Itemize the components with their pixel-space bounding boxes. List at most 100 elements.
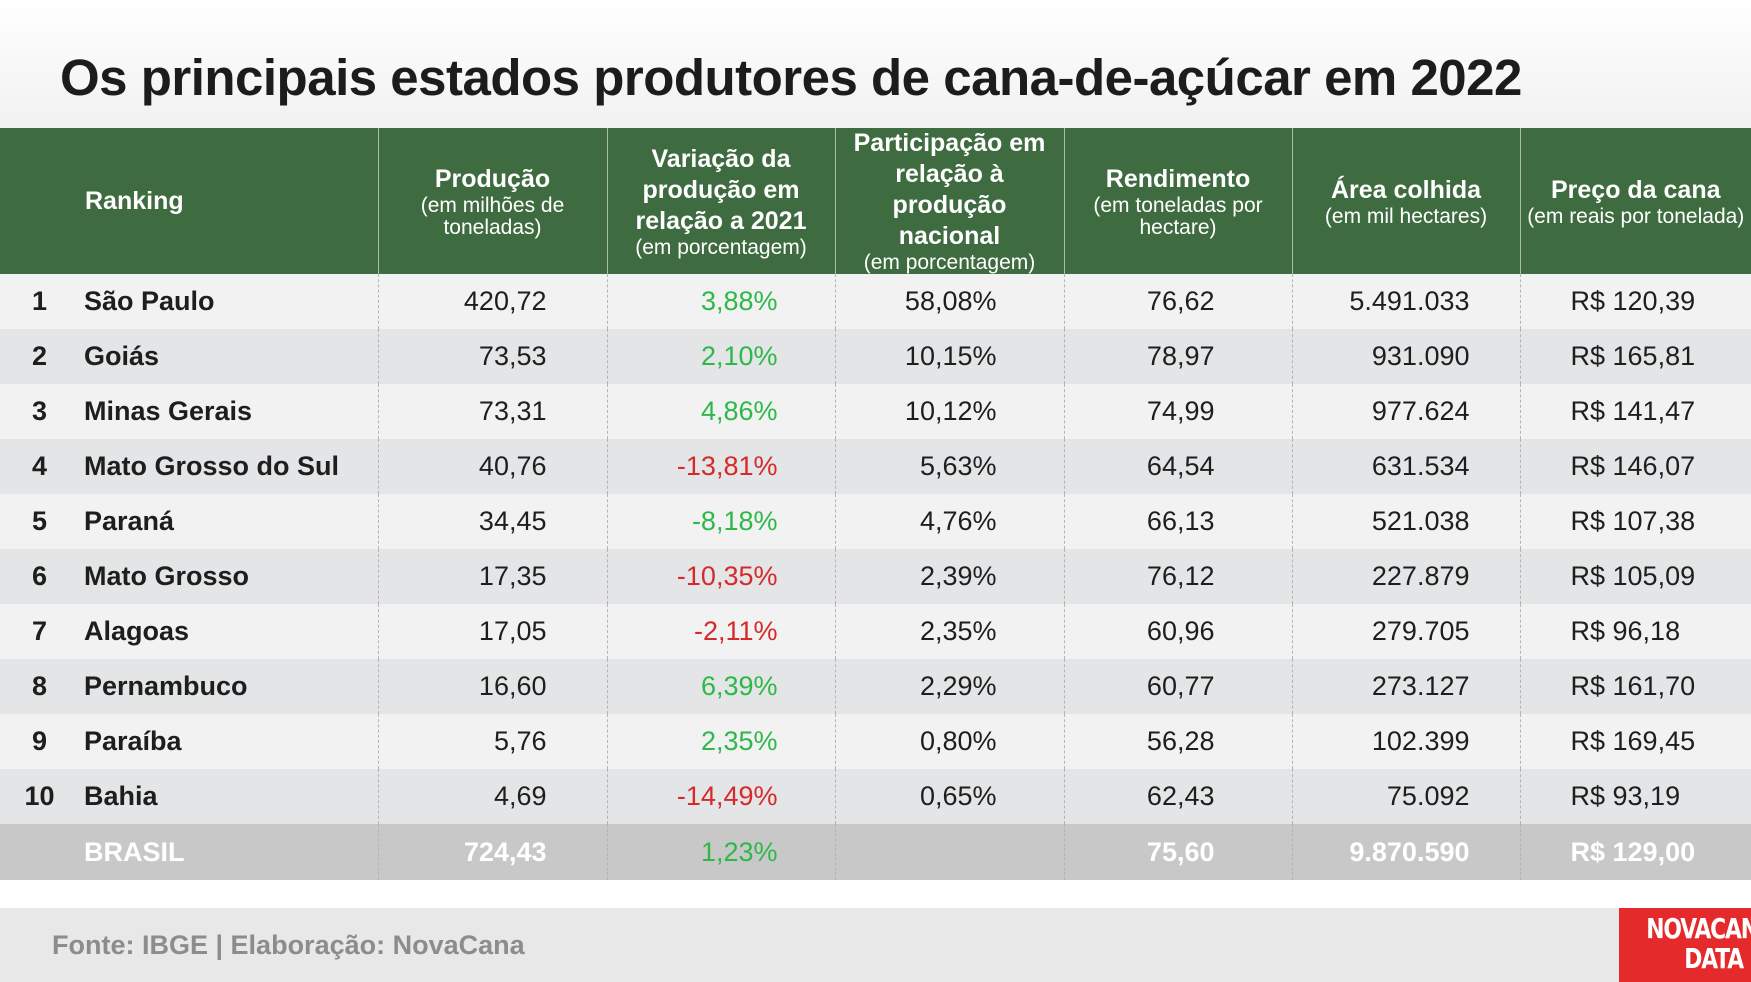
rank-cell: 8	[31, 671, 48, 701]
production-cell: 16,60	[377, 659, 607, 714]
variation-cell: 6,39%	[606, 659, 835, 714]
variation-cell: -13,81%	[606, 439, 835, 494]
header-share-sub: (em porcentagem)	[863, 251, 1036, 274]
total-yield-cell: 75,60	[1063, 824, 1292, 880]
share-cell: 2,29%	[834, 659, 1064, 714]
total-row: BRASIL 724,43 1,23% 75,60 9.870.590 R$ 129,00	[0, 824, 1751, 880]
rank-cell: 7	[31, 616, 48, 646]
rank-cell: 4	[31, 451, 48, 481]
table-row: 3 Minas Gerais 73,31 4,86% 10,12% 74,99 977.62…	[0, 384, 1751, 439]
rank-cell: 9	[31, 726, 48, 756]
state-cell: São Paulo	[84, 286, 215, 316]
novacana-logo: NOVACANA DATA	[1619, 908, 1751, 982]
yield-cell: 66,13	[1063, 494, 1292, 549]
header-yield: Rendimento (em toneladas por hectare)	[1063, 128, 1292, 274]
price-cell: R$ 169,45	[1519, 714, 1751, 769]
price-cell: R$ 107,38	[1519, 494, 1751, 549]
header-variation: Variação da produção em relação a 2021 (e…	[606, 128, 835, 274]
state-cell: Goiás	[84, 341, 160, 371]
variation-cell: -10,35%	[606, 549, 835, 604]
share-cell: 10,15%	[834, 329, 1064, 384]
header-ranking: Ranking	[85, 186, 184, 215]
production-cell: 420,72	[377, 274, 607, 329]
price-cell: R$ 165,81	[1519, 329, 1751, 384]
area-cell: 102.399	[1291, 714, 1520, 769]
source-text: Fonte: IBGE | Elaboração: NovaCana	[52, 930, 525, 960]
page-title: Os principais estados produtores de cana…	[60, 49, 1522, 106]
state-cell: Paraná	[84, 506, 175, 536]
production-cell: 17,05	[377, 604, 607, 659]
yield-cell: 74,99	[1063, 384, 1292, 439]
production-cell: 34,45	[377, 494, 607, 549]
yield-cell: 78,97	[1063, 329, 1292, 384]
share-cell: 5,63%	[834, 439, 1064, 494]
table-row: 6 Mato Grosso 17,35 -10,35% 2,39% 76,12 227.87…	[0, 549, 1751, 604]
share-cell: 0,80%	[834, 714, 1064, 769]
total-production-cell: 724,43	[377, 824, 607, 880]
production-cell: 4,69	[377, 769, 607, 824]
total-share-cell	[834, 824, 1064, 880]
footer: Fonte: IBGE | Elaboração: NovaCana	[0, 908, 1751, 982]
table-row: 4 Mato Grosso do Sul 40,76 -13,81% 5,63% 64,5…	[0, 439, 1751, 494]
total-rank-cell	[0, 824, 71, 880]
header-variation-sub: (em porcentagem)	[635, 235, 807, 259]
state-cell: Bahia	[84, 781, 158, 811]
total-area-cell: 9.870.590	[1291, 824, 1520, 880]
header-share: Participação em relação à produção nacio…	[834, 128, 1064, 274]
data-table: Ranking Produção (em milhões de toneladas…	[0, 128, 1751, 880]
state-cell: Mato Grosso do Sul	[84, 451, 340, 481]
yield-cell: 76,12	[1063, 549, 1292, 604]
variation-cell: 3,88%	[606, 274, 835, 329]
area-cell: 227.879	[1291, 549, 1520, 604]
variation-cell: -8,18%	[606, 494, 835, 549]
area-cell: 977.624	[1291, 384, 1520, 439]
production-cell: 40,76	[377, 439, 607, 494]
price-cell: R$ 96,18	[1519, 604, 1751, 659]
share-cell: 0,65%	[834, 769, 1064, 824]
share-cell: 10,12%	[834, 384, 1064, 439]
state-cell: Mato Grosso	[84, 561, 250, 591]
total-variation-cell: 1,23%	[606, 824, 835, 880]
variation-cell: -2,11%	[606, 604, 835, 659]
header-yield-sub: (em toneladas por hectare)	[1093, 193, 1263, 239]
yield-cell: 64,54	[1063, 439, 1292, 494]
yield-cell: 60,96	[1063, 604, 1292, 659]
yield-cell: 76,62	[1063, 274, 1292, 329]
logo-line-1: NOVACANA	[1646, 912, 1751, 945]
share-cell: 4,76%	[834, 494, 1064, 549]
variation-cell: -14,49%	[606, 769, 835, 824]
table-row: 10 Bahia 4,69 -14,49% 0,65% 62,43 75.092 R$ 93,…	[0, 769, 1751, 824]
rank-cell: 2	[31, 341, 48, 371]
yield-cell: 60,77	[1063, 659, 1292, 714]
area-cell: 931.090	[1291, 329, 1520, 384]
header-price-sub: (em reais por tonelada)	[1527, 204, 1745, 228]
state-cell: Minas Gerais	[84, 396, 253, 426]
yield-cell: 62,43	[1063, 769, 1292, 824]
yield-cell: 56,28	[1063, 714, 1292, 769]
price-cell: R$ 120,39	[1519, 274, 1751, 329]
price-cell: R$ 141,47	[1519, 384, 1751, 439]
variation-cell: 2,35%	[606, 714, 835, 769]
state-cell: Paraíba	[84, 726, 182, 756]
state-cell: Pernambuco	[84, 671, 248, 701]
area-cell: 521.038	[1291, 494, 1520, 549]
area-cell: 279.705	[1291, 604, 1520, 659]
share-cell: 2,35%	[834, 604, 1064, 659]
area-cell: 75.092	[1291, 769, 1520, 824]
rank-cell: 1	[31, 286, 48, 316]
production-cell: 5,76	[377, 714, 607, 769]
production-cell: 17,35	[377, 549, 607, 604]
table-row: 7 Alagoas 17,05 -2,11% 2,35% 60,96 279.705 R$ 9…	[0, 604, 1751, 659]
share-cell: 2,39%	[834, 549, 1064, 604]
header-area-sub: (em mil hectares)	[1324, 204, 1488, 228]
table-row: 8 Pernambuco 16,60 6,39% 2,29% 60,77 273.127 R$…	[0, 659, 1751, 714]
price-cell: R$ 161,70	[1519, 659, 1751, 714]
total-price-cell: R$ 129,00	[1519, 824, 1751, 880]
rank-cell: 10	[24, 781, 55, 811]
price-cell: R$ 93,19	[1519, 769, 1751, 824]
price-cell: R$ 146,07	[1519, 439, 1751, 494]
rank-cell: 6	[31, 561, 48, 591]
share-cell: 58,08%	[834, 274, 1064, 329]
header-production: Produção (em milhões de toneladas)	[377, 128, 607, 274]
header-row: Ranking Produção (em milhões de toneladas…	[0, 128, 1751, 274]
